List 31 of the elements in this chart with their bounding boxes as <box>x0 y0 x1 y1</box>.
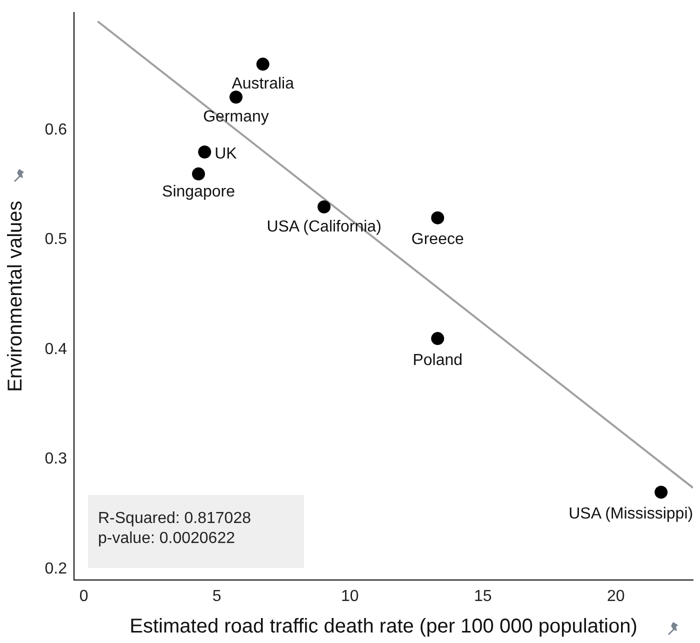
y-tick-label: 0.6 <box>44 121 68 138</box>
point <box>431 211 444 224</box>
y-tick-label: 0.5 <box>44 231 68 248</box>
point <box>654 486 668 499</box>
annotation: USA (Mississippi) <box>568 506 694 523</box>
x-tick-label: 5 <box>212 588 222 606</box>
point <box>318 200 331 214</box>
annotation: Germany <box>203 108 269 126</box>
annotation: UK <box>214 145 238 162</box>
point <box>192 167 205 180</box>
point <box>431 332 444 346</box>
point <box>230 90 242 104</box>
x-tick-label: 15 <box>474 588 492 606</box>
annotation: Singapore <box>162 183 236 200</box>
y-tick-label: 0.2 <box>44 560 68 578</box>
x-tick-label: 10 <box>340 588 359 606</box>
point <box>198 145 212 158</box>
y-tick-label: 0.3 <box>44 450 68 468</box>
point <box>256 58 270 71</box>
annotation: USA (California) <box>266 218 382 236</box>
y-tick-label: 0.4 <box>44 340 68 358</box>
annotation: p-value: 0.0020622 <box>98 529 236 549</box>
annotation: Australia <box>232 76 294 93</box>
x-tick-label: 20 <box>606 588 625 606</box>
x-axis-title: Estimated road traffic death rate (per 100 000 population) <box>130 616 638 638</box>
y-axis-title: Environmental values <box>4 200 27 392</box>
annotation: Poland <box>412 352 463 369</box>
annotation: R-Squared: 0.817028 <box>98 509 252 529</box>
note-box: R-Squared: 0.817028 p-value: 0.0020622 <box>88 495 304 568</box>
annotation: Greece <box>411 231 464 248</box>
x-tick-label: 0 <box>79 588 88 606</box>
